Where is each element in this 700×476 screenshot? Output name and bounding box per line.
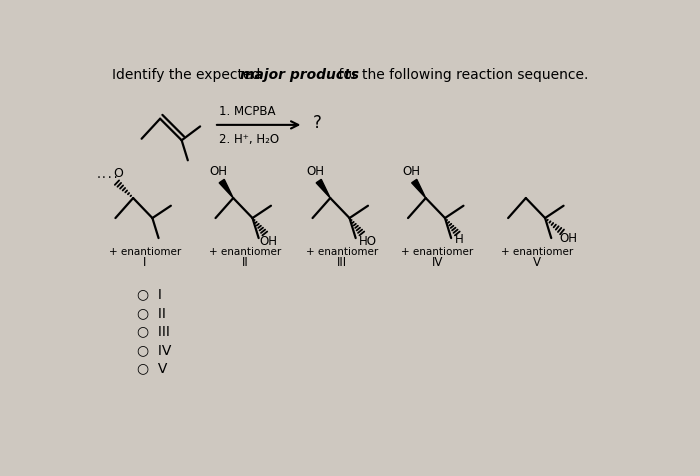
Text: OH: OH (402, 165, 420, 178)
Text: 2. H⁺, H₂O: 2. H⁺, H₂O (218, 133, 279, 146)
Text: H: H (454, 233, 463, 246)
Text: ?: ? (312, 114, 321, 131)
Text: O: O (113, 167, 123, 180)
Polygon shape (219, 179, 233, 198)
Text: major products: major products (240, 68, 359, 82)
Polygon shape (316, 179, 330, 198)
Text: Identify the expected: Identify the expected (112, 68, 265, 82)
Text: III: III (337, 256, 347, 269)
Polygon shape (412, 179, 426, 198)
Text: V: V (533, 256, 541, 269)
Text: I: I (143, 256, 146, 269)
Text: ○  II: ○ II (137, 306, 166, 320)
Text: OH: OH (209, 165, 228, 178)
Text: 1. MCPBA: 1. MCPBA (218, 105, 275, 118)
Text: + enantiomer: + enantiomer (306, 247, 378, 257)
Text: + enantiomer: + enantiomer (501, 247, 573, 257)
Text: OH: OH (259, 235, 277, 248)
Text: ○  III: ○ III (137, 324, 170, 338)
Text: OH: OH (307, 165, 325, 178)
Text: ○  I: ○ I (137, 288, 162, 301)
Text: + enantiomer: + enantiomer (209, 247, 281, 257)
Text: ....: .... (96, 170, 120, 180)
Text: II: II (241, 256, 248, 269)
Text: + enantiomer: + enantiomer (401, 247, 473, 257)
Text: ○  IV: ○ IV (137, 343, 172, 357)
Text: for the following reaction sequence.: for the following reaction sequence. (334, 68, 589, 82)
Text: + enantiomer: + enantiomer (108, 247, 181, 257)
Text: ○  V: ○ V (137, 361, 167, 375)
Text: OH: OH (559, 231, 578, 245)
Text: HO: HO (359, 235, 377, 248)
Text: IV: IV (432, 256, 443, 269)
